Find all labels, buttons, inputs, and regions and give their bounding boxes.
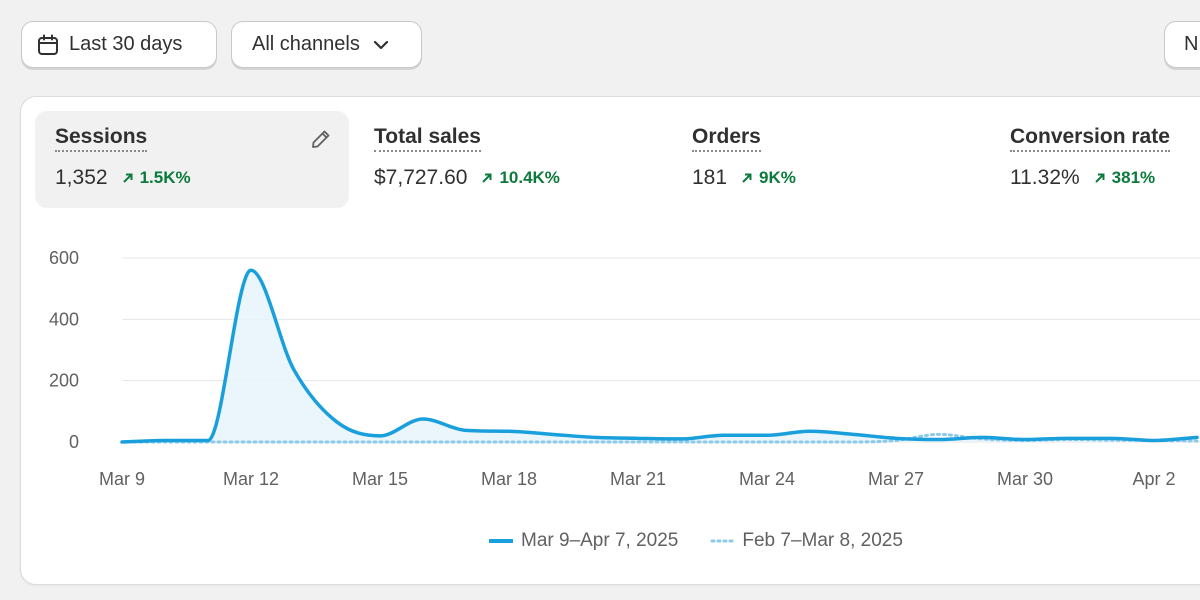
x-tick-label: Mar 30 — [997, 469, 1053, 489]
x-tick-label: Mar 9 — [99, 469, 145, 489]
x-tick-label: Mar 18 — [481, 469, 537, 489]
metric-change-text: 10.4K% — [499, 168, 560, 187]
x-tick-label: Mar 15 — [352, 469, 408, 489]
y-tick-label: 200 — [49, 371, 79, 391]
legend-item-previous[interactable]: Feb 7–Mar 8, 2025 — [710, 530, 903, 552]
date-range-button[interactable]: Last 30 days — [21, 21, 217, 68]
metric-change-text: 381% — [1111, 168, 1156, 187]
legend-item-current[interactable]: Mar 9–Apr 7, 2025 — [489, 530, 678, 552]
x-tick-label: Mar 24 — [739, 469, 795, 489]
arrow-up-right-icon — [481, 172, 493, 184]
metric-title: Orders — [692, 125, 761, 152]
arrow-up-right-icon — [122, 172, 134, 184]
legend-label-current: Mar 9–Apr 7, 2025 — [521, 530, 679, 551]
metric-change: 9K% — [741, 168, 796, 188]
chart-legend: Mar 9–Apr 7, 2025 Feb 7–Mar 8, 2025 — [489, 530, 935, 552]
legend-label-previous: Feb 7–Mar 8, 2025 — [742, 530, 903, 551]
extra-filter-label: N — [1184, 33, 1199, 55]
date-range-label: Last 30 days — [69, 33, 183, 55]
metric-value: 1,352 — [55, 166, 108, 189]
y-tick-label: 0 — [69, 432, 79, 452]
metric-change-text: 1.5K% — [139, 168, 191, 187]
y-tick-label: 400 — [49, 309, 79, 329]
series-line-current — [120, 268, 1199, 444]
metric-change: 381% — [1094, 168, 1155, 188]
arrow-up-right-icon — [1094, 172, 1106, 184]
legend-dotted-line — [710, 538, 734, 544]
x-tick-label: Mar 12 — [223, 469, 279, 489]
channel-select[interactable]: All channels — [231, 21, 422, 68]
x-tick-label: Mar 27 — [868, 469, 924, 489]
metric-change: 10.4K% — [481, 168, 560, 188]
metric-tab-conversion-rate[interactable]: Conversion rate 11.32% 381% — [990, 111, 1200, 208]
metric-title: Total sales — [374, 125, 481, 152]
metric-change-text: 9K% — [759, 168, 796, 187]
series-area-current — [122, 270, 1197, 442]
metric-change: 1.5K% — [122, 168, 191, 188]
y-tick-label: 600 — [49, 248, 79, 268]
metric-value: 181 — [692, 166, 728, 189]
metric-title: Conversion rate — [1010, 125, 1170, 152]
arrow-up-right-icon — [741, 172, 753, 184]
legend-solid-line — [489, 538, 513, 544]
metric-tab-sessions[interactable]: Sessions 1,352 1.5K% — [35, 111, 349, 208]
chevron-down-icon — [372, 36, 390, 54]
channel-label: All channels — [252, 33, 360, 55]
metric-title: Sessions — [55, 125, 148, 152]
calendar-icon — [36, 33, 60, 57]
sessions-line-chart: 0 200 400 600 Mar 9 Mar 12 Mar 15 Mar 18 Mar 21 M… — [49, 248, 1200, 489]
analytics-card: Sessions 1,352 1.5K% Total sales $7,727.… — [20, 96, 1200, 585]
extra-filter-button[interactable]: N — [1164, 21, 1200, 68]
metric-value: 11.32% — [1010, 166, 1080, 189]
metric-tab-orders[interactable]: Orders 181 9K% — [672, 111, 972, 208]
x-tick-label: Apr 2 — [1132, 469, 1175, 489]
metric-value: $7,727.60 — [374, 166, 468, 189]
x-tick-label: Mar 21 — [610, 469, 666, 489]
metric-tab-total-sales[interactable]: Total sales $7,727.60 10.4K% — [354, 111, 654, 208]
pencil-icon[interactable] — [309, 127, 333, 156]
